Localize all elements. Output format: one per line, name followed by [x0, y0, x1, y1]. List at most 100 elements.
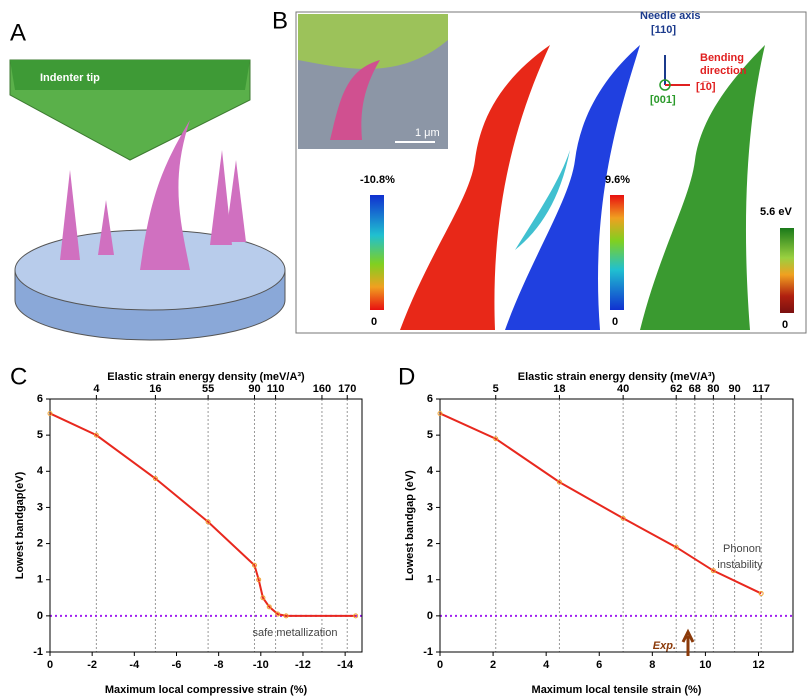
panel-label: C [10, 363, 27, 390]
exp-arrow [681, 628, 695, 656]
y-tick-label: 6 [37, 393, 43, 405]
y-tick-label: 2 [37, 537, 43, 549]
colorbar-label: 0 [782, 319, 788, 331]
top-tick-label: 18 [553, 383, 565, 395]
colorbar-label: 0 [371, 316, 377, 328]
y-tick-label: -1 [423, 646, 433, 658]
data-point [47, 410, 53, 416]
y-tick-label: 4 [427, 465, 434, 477]
data-point [493, 436, 499, 442]
x-tick-label: 6 [596, 659, 602, 671]
x-tick-label: -14 [337, 659, 354, 671]
panel-label: B [272, 7, 288, 34]
data-point [251, 562, 257, 568]
y-tick-label: 3 [37, 501, 43, 513]
data-point [758, 590, 764, 596]
x-axis-title: Maximum local tensile strain (%) [532, 684, 702, 696]
y-tick-label: 0 [37, 610, 43, 622]
top-tick-label: 170 [338, 383, 356, 395]
top-tick-label: 90 [248, 383, 260, 395]
y-axis-title: Lowest bandgap (eV) [404, 470, 416, 581]
data-point [266, 604, 272, 610]
top-tick-label: 90 [728, 383, 740, 395]
top-tick-label: 110 [267, 383, 285, 395]
x-tick-label: -10 [253, 659, 269, 671]
y-tick-label: 5 [427, 429, 433, 441]
x-tick-label: -6 [172, 659, 182, 671]
panel-a-illustration [9, 59, 286, 341]
annotation: safe metallization [253, 627, 338, 639]
data-point [710, 568, 716, 574]
annotation: instability [717, 559, 763, 571]
top-tick-label: 55 [202, 383, 214, 395]
x-tick-label: -2 [87, 659, 97, 671]
x-tick-label: -12 [295, 659, 311, 671]
x-tick-label: 12 [752, 659, 764, 671]
top-tick-label: 160 [313, 383, 331, 395]
scale-label: 1 μm [415, 127, 440, 139]
axis-label: Needle axis [640, 10, 701, 22]
data-line [49, 412, 356, 617]
plot-frame [439, 398, 794, 653]
axis-label: direction [700, 65, 747, 77]
annotation: Phonon [723, 543, 761, 555]
top-tick-label: 4 [93, 383, 100, 395]
x-tick-label: -4 [129, 659, 140, 671]
panel-label: A [10, 19, 26, 46]
y-axis-title: Lowest bandgap(eV) [14, 471, 26, 579]
top-tick-label: 5 [493, 383, 499, 395]
annotation: Exp. [653, 640, 676, 652]
top-axis-title: Elastic strain energy density (meV/A³) [107, 371, 305, 383]
axis-label: [110] [651, 24, 676, 36]
indenter-label: Indenter tip [40, 72, 100, 84]
x-tick-label: 2 [490, 659, 496, 671]
top-tick-label: 40 [617, 383, 629, 395]
y-tick-label: 4 [37, 465, 44, 477]
data-point [673, 544, 679, 550]
data-point [283, 613, 289, 619]
top-tick-label: 80 [707, 383, 719, 395]
colorbar-label: -10.8% [360, 174, 395, 186]
y-tick-label: 2 [427, 537, 433, 549]
x-tick-label: 0 [47, 659, 53, 671]
panel-b-illustration [298, 14, 794, 330]
x-tick-label: 10 [699, 659, 711, 671]
data-point [260, 595, 266, 601]
data-point [256, 577, 262, 583]
data-point [275, 611, 281, 617]
x-tick-label: 4 [543, 659, 550, 671]
axis-label: [1̅0] [696, 81, 716, 93]
data-point [93, 432, 99, 438]
data-point [556, 479, 562, 485]
y-tick-label: -1 [33, 646, 43, 658]
y-tick-label: 3 [427, 501, 433, 513]
x-tick-label: -8 [214, 659, 224, 671]
x-tick-label: 8 [649, 659, 655, 671]
data-line [439, 412, 762, 595]
data-point [205, 519, 211, 525]
y-tick-label: 6 [427, 393, 433, 405]
plot-frame [49, 398, 363, 653]
top-tick-label: 16 [149, 383, 161, 395]
data-point [437, 410, 443, 416]
top-tick-label: 117 [752, 383, 770, 395]
y-tick-label: 1 [427, 574, 433, 586]
data-point [620, 515, 626, 521]
y-tick-label: 5 [37, 429, 43, 441]
top-axis-title: Elastic strain energy density (meV/A³) [518, 371, 716, 383]
panel-label: D [398, 363, 415, 390]
x-tick-label: 0 [437, 659, 443, 671]
top-tick-label: 62 [670, 383, 682, 395]
x-axis-title: Maximum local compressive strain (%) [105, 684, 308, 696]
axis-label: Bending [700, 52, 744, 64]
data-point [152, 476, 158, 482]
y-tick-label: 0 [427, 610, 433, 622]
data-point [353, 613, 359, 619]
colorbar-label: 9.6% [605, 174, 630, 186]
colorbar-label: 0 [612, 316, 618, 328]
top-tick-label: 68 [689, 383, 701, 395]
y-tick-label: 1 [37, 574, 43, 586]
axis-label: [001] [650, 94, 676, 106]
colorbar-label: 5.6 eV [760, 206, 792, 218]
